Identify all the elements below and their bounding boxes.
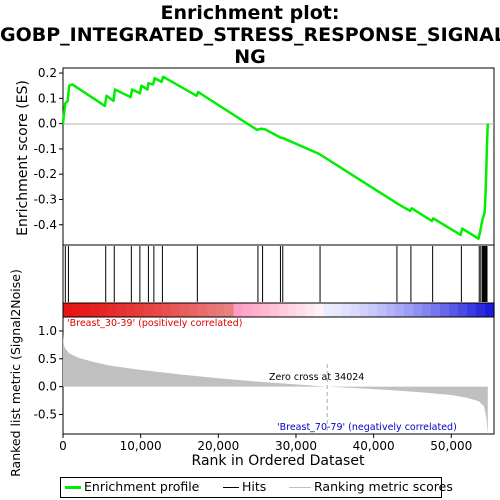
x-tick-label: 0 [59, 439, 67, 453]
legend-label-enrichment-profile: Enrichment profile [84, 479, 200, 494]
title-line-2: GOBP_INTEGRATED_STRESS_RESPONSE_SIGNALI [0, 24, 500, 46]
colorbar-segment [251, 303, 262, 317]
colorbar-segment [368, 303, 378, 317]
legend-item-hits: Hits [223, 479, 266, 494]
colorbar-segment [197, 303, 208, 317]
colorbar-segment [233, 303, 244, 317]
colorbar-segment [63, 303, 73, 317]
legend-item-enrichment-profile: Enrichment profile [65, 479, 199, 494]
colorbar-segment [287, 303, 298, 317]
colorbar-segment [422, 303, 432, 317]
positive-correlation-label: 'Breast_30-39' (positively correlated) [67, 318, 243, 329]
colorbar-segment [467, 303, 477, 317]
es-y-tick-label: -0.3 [34, 192, 57, 206]
colorbar-segment [323, 303, 333, 317]
zero-cross-label: Zero cross at 34024 [269, 372, 364, 383]
metric-y-tick-label: 0.0 [38, 380, 57, 394]
x-tick-label: 20,000 [197, 439, 239, 453]
x-axis-label: Rank in Ordered Dataset [192, 453, 365, 469]
colorbar-segment [134, 303, 145, 317]
title-line-3: NG [234, 46, 266, 68]
es-y-tick-label: 0.1 [38, 91, 57, 105]
metric-y-axis-label: Ranked list metric (Signal2Noise) [8, 269, 23, 477]
x-tick-label: 50,000 [430, 439, 472, 453]
colorbar-segment [269, 303, 280, 317]
x-tick-label: 40,000 [353, 439, 395, 453]
colorbar-segment [296, 303, 307, 317]
colorbar-segment [386, 303, 396, 317]
colorbar-segment [449, 303, 459, 317]
colorbar-segment [71, 303, 82, 317]
hits-panel-frame [62, 244, 495, 304]
colorbar-segment [98, 303, 109, 317]
colorbar-segment [152, 303, 163, 317]
colorbar-segment [458, 303, 468, 317]
es-profile-line [61, 75, 490, 240]
colorbar-segment [341, 303, 351, 317]
colorbar-segment [440, 303, 450, 317]
colorbar-segment [170, 303, 181, 317]
metric-y-tick-label: 1.0 [38, 324, 57, 338]
colorbar-segment [485, 303, 495, 317]
x-tick-label: 10,000 [120, 439, 162, 453]
chart-title: Enrichment plot: GOBP_INTEGRATED_STRESS_… [0, 2, 500, 68]
colorbar-segment [332, 303, 342, 317]
es-y-tick-label: 0.2 [38, 66, 57, 80]
legend-item-ranking-metric: Ranking metric scores [289, 479, 453, 494]
colorbar-segment [125, 303, 136, 317]
colorbar-segment [161, 303, 172, 317]
ranking-metric-swatch [289, 487, 311, 488]
colorbar-segment [215, 303, 226, 317]
legend-label-hits: Hits [242, 479, 267, 494]
hits-swatch [223, 487, 239, 488]
colorbar-segment [89, 303, 100, 317]
colorbar-segment [377, 303, 387, 317]
colorbar-segment [305, 303, 316, 317]
ranking-metric-area [63, 333, 488, 434]
colorbar-segment [179, 303, 190, 317]
colorbar-segment [395, 303, 405, 317]
colorbar-segment [206, 303, 217, 317]
legend: Enrichment profile Hits Ranking metric s… [60, 477, 453, 498]
colorbar-segment [359, 303, 369, 317]
metric-y-tick-label: -0.5 [34, 408, 57, 422]
title-line-1: Enrichment plot: [160, 2, 340, 24]
colorbar-segment [413, 303, 423, 317]
legend-label-ranking-metric: Ranking metric scores [314, 479, 453, 494]
colorbar-segment [260, 303, 271, 317]
colorbar-segment [350, 303, 360, 317]
colorbar-segment [80, 303, 91, 317]
colorbar-segment [431, 303, 441, 317]
es-y-tick-label: -0.2 [34, 167, 57, 181]
colorbar-segment [404, 303, 414, 317]
enrichment-profile-swatch [65, 486, 81, 489]
metric-y-tick-label: 0.5 [38, 352, 57, 366]
colorbar-segment [278, 303, 289, 317]
x-tick-label: 30,000 [275, 439, 317, 453]
colorbar-segment [242, 303, 253, 317]
es-y-axis-label: Enrichment score (ES) [15, 80, 31, 236]
colorbar-segment [143, 303, 154, 317]
es-y-tick-label: -0.1 [34, 142, 57, 156]
negative-correlation-label: 'Breast_70-79' (negatively correlated) [277, 422, 457, 433]
colorbar-segment [116, 303, 127, 317]
colorbar-segment [476, 303, 486, 317]
colorbar-segment [188, 303, 199, 317]
es-y-tick-label: -0.4 [34, 218, 57, 232]
colorbar-segment [314, 303, 324, 317]
colorbar-segment [107, 303, 118, 317]
colorbar-segment [224, 303, 235, 317]
es-y-tick-label: 0.0 [38, 117, 57, 131]
